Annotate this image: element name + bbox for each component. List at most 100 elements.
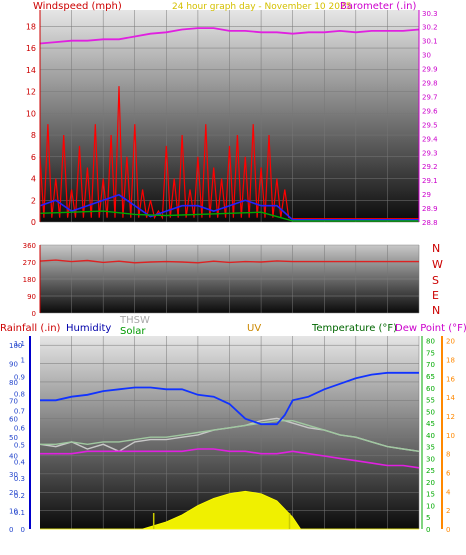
x-tick-label-top: 12 PM bbox=[217, 231, 242, 240]
temperature-tick-label: 5 bbox=[426, 514, 430, 522]
rainfall-tick-label: 0.4 bbox=[14, 458, 26, 466]
barometer-tick-label: 29.2 bbox=[422, 163, 438, 171]
dewpoint-tick-label: 4 bbox=[446, 488, 451, 496]
humidity-tick-label: 100 bbox=[9, 342, 22, 350]
barometer-tick-label: 29.8 bbox=[422, 80, 438, 88]
direction-label-n-top: N bbox=[432, 242, 440, 255]
x-tick-label-bottom: 2 PM bbox=[251, 540, 270, 549]
temperature-tick-label: 75 bbox=[426, 349, 435, 357]
x-tick-label-top: 6 AM bbox=[125, 231, 145, 240]
temperature-tick-label: 0 bbox=[426, 526, 430, 534]
windspeed-tick-label: 14 bbox=[26, 66, 36, 75]
barometer-tick-label: 29.3 bbox=[422, 149, 438, 157]
humidity-tick-label: 20 bbox=[9, 489, 18, 497]
x-tick-label-top: 8 AM bbox=[156, 231, 176, 240]
wind-average-series bbox=[39, 210, 419, 222]
windspeed-tick-label: 4 bbox=[31, 175, 36, 184]
dewpoint-tick-label: 18 bbox=[446, 357, 455, 365]
x-tick-label-top: 6 PM bbox=[315, 231, 334, 240]
humidity-tick-label: 80 bbox=[9, 379, 18, 387]
humidity-tick-label: 10 bbox=[9, 508, 18, 516]
uv-label: UV bbox=[247, 323, 261, 334]
rainfall-tick-label: 0.2 bbox=[14, 492, 25, 500]
x-tick-label-top: 4 AM bbox=[93, 231, 113, 240]
temperature-tick-label: 55 bbox=[426, 397, 435, 405]
humidity-tick-label: 40 bbox=[9, 452, 18, 460]
humidity-tick-label: 90 bbox=[9, 361, 18, 369]
x-tick-label-bottom: 8 PM bbox=[346, 540, 365, 549]
x-tick-label-bottom: 10 AM bbox=[185, 540, 210, 549]
barometer-tick-label: 29.1 bbox=[422, 177, 438, 185]
x-tick-label-bottom: 4 AM bbox=[93, 540, 113, 549]
temperature-tick-label: 50 bbox=[426, 408, 435, 416]
x-tick-label-top: 2 AM bbox=[62, 231, 82, 240]
windspeed-tick-label: 12 bbox=[26, 88, 36, 97]
temperature-tick-label: 25 bbox=[426, 467, 435, 475]
humidity-series bbox=[40, 371, 419, 426]
temperature-axis-title: Temperature (°F) bbox=[311, 323, 397, 334]
direction-label-e: E bbox=[432, 289, 439, 302]
wind-speed-series bbox=[39, 193, 419, 221]
x-tick-label-bottom: 2 AM bbox=[62, 540, 82, 549]
temperature-tick-label: 80 bbox=[426, 338, 435, 346]
rainfall-tick-label: 0.6 bbox=[14, 424, 26, 432]
dewpoint-tick-label: 10 bbox=[446, 432, 455, 440]
x-tick-label-bottom: 6 PM bbox=[315, 540, 334, 549]
x-tick-label-bottom: 0 AM bbox=[409, 540, 429, 549]
temperature-tick-label: 60 bbox=[426, 385, 435, 393]
temperature-tick-label: 45 bbox=[426, 420, 435, 428]
windspeed-tick-label: 18 bbox=[26, 22, 36, 31]
dewpoint-tick-label: 0 bbox=[446, 526, 450, 534]
chart-title: 24 hour graph day - November 10 2025 bbox=[172, 2, 351, 12]
dewpoint-axis-title: Dew Point (°F) bbox=[395, 323, 466, 334]
direction-tick-label: 180 bbox=[23, 276, 36, 284]
dewpoint-tick-label: 2 bbox=[446, 507, 450, 515]
dewpoint-tick-label: 8 bbox=[446, 451, 450, 459]
x-tick-label-top: 8 PM bbox=[346, 231, 365, 240]
rainfall-tick-label: 1 bbox=[21, 357, 25, 365]
temperature-series bbox=[40, 420, 420, 452]
barometer-series bbox=[39, 27, 420, 45]
humidity-axis-title: Humidity bbox=[66, 323, 111, 334]
dewpoint-series bbox=[40, 448, 420, 469]
x-tick-label-bottom: 10 PM bbox=[375, 540, 400, 549]
windspeed-tick-label: 6 bbox=[31, 153, 36, 162]
thsw-label: THSW bbox=[119, 315, 150, 326]
windspeed-tick-label: 8 bbox=[31, 131, 36, 140]
direction-tick-label: 0 bbox=[32, 310, 36, 318]
humidity-tick-label: 30 bbox=[9, 471, 18, 479]
humidity-tick-label: 60 bbox=[9, 416, 18, 424]
rainfall-axis-title: Rainfall (.in) bbox=[0, 323, 61, 334]
barometer-tick-label: 29 bbox=[422, 191, 431, 199]
dewpoint-tick-label: 14 bbox=[446, 394, 455, 402]
barometer-tick-label: 29.7 bbox=[422, 93, 438, 101]
direction-tick-label: 360 bbox=[23, 242, 36, 250]
barometer-tick-label: 30.3 bbox=[422, 10, 438, 18]
barometer-tick-label: 29.5 bbox=[422, 121, 438, 129]
barometer-tick-label: 28.9 bbox=[422, 205, 438, 213]
x-tick-label-top: 2 PM bbox=[251, 231, 270, 240]
dewpoint-tick-label: 6 bbox=[446, 470, 451, 478]
temperature-tick-label: 20 bbox=[426, 479, 435, 487]
windspeed-tick-label: 2 bbox=[31, 196, 36, 205]
humidity-tick-label: 70 bbox=[9, 397, 18, 405]
rainfall-tick-label: 0.8 bbox=[14, 391, 25, 399]
x-tick-label-top: 10 AM bbox=[185, 231, 210, 240]
x-tick-label-bottom: 4 PM bbox=[283, 540, 302, 549]
x-tick-label-top: 4 PM bbox=[283, 231, 302, 240]
direction-label-s: S bbox=[432, 274, 439, 287]
rainfall-tick-label: 0.9 bbox=[14, 374, 25, 382]
windspeed-axis-title: Windspeed (mph) bbox=[33, 1, 122, 12]
solar-label: Solar bbox=[120, 326, 146, 337]
rainfall-tick-label: 0.3 bbox=[14, 475, 25, 483]
barometer-axis-title: Barometer (.in) bbox=[340, 1, 416, 12]
rainfall-tick-label: 1.1 bbox=[14, 340, 25, 348]
temperature-tick-label: 65 bbox=[426, 373, 435, 381]
temperature-tick-label: 40 bbox=[426, 432, 435, 440]
x-tick-label-top: 10 PM bbox=[375, 231, 400, 240]
x-tick-label-top: 0 AM bbox=[409, 231, 429, 240]
direction-label-n-bottom: N bbox=[432, 304, 440, 317]
x-tick-label-bottom: 8 AM bbox=[156, 540, 176, 549]
